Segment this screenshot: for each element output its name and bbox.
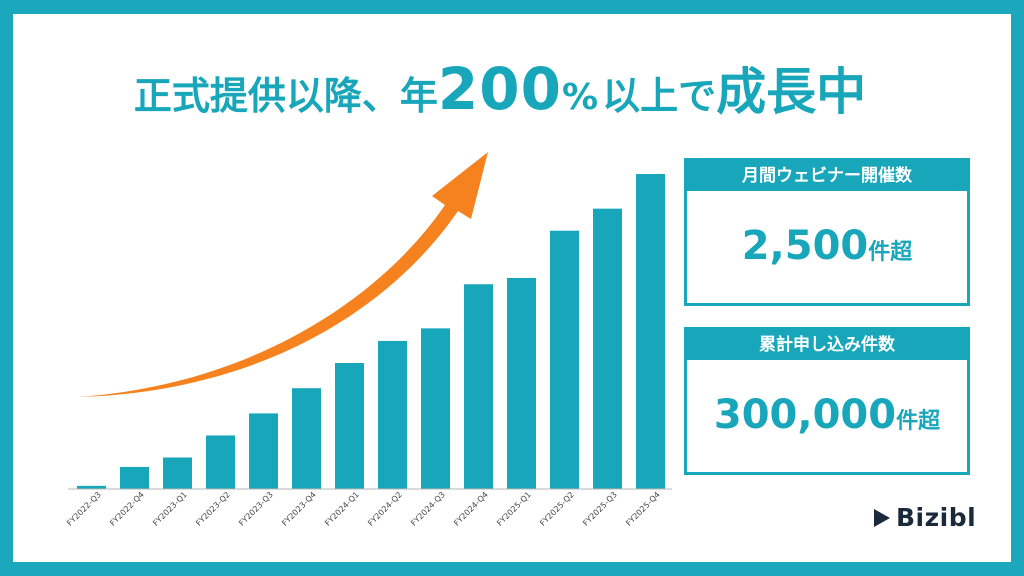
total-signups-unit: 件超 [896,409,941,434]
bar-fy2022-q3 [77,485,106,489]
monthly-webinar-caption: 月間ウェビナー開催数 [687,161,967,191]
bar-fy2023-q2 [206,435,235,489]
headline-part2: 以上で [602,74,717,118]
bar-fy2025-q3 [593,208,622,489]
total-signups-value: 300,000件超 [687,360,967,478]
headline-percent: % [562,77,599,118]
tick-label-fy2022-q3: FY2022-Q3 [65,490,103,528]
bars-group [77,174,665,489]
bar-fy2024-q4 [464,284,493,489]
monthly-webinar-value: 2,500件超 [687,191,967,309]
bar-fy2025-q4 [636,174,665,489]
bar-fy2025-q1 [507,277,536,489]
tick-label-fy2023-q4: FY2023-Q4 [280,490,318,528]
bar-fy2025-q2 [550,230,579,489]
headline-big-number: 200 [437,55,562,123]
tick-label-fy2024-q3: FY2024-Q3 [409,490,447,528]
bar-fy2023-q4 [292,388,321,489]
total-signups-card: 累計申し込み件数 300,000件超 [684,327,970,475]
tick-label-fy2022-q4: FY2022-Q4 [108,490,146,528]
tick-label-fy2024-q4: FY2024-Q4 [452,490,490,528]
headline: 正式提供以降、年200% 以上で成長中 [0,52,1000,124]
monthly-webinar-number: 2,500 [741,223,869,269]
brand-name: Bizibl [896,503,977,532]
tick-label-fy2024-q1: FY2024-Q1 [323,490,361,528]
tick-label-fy2024-q2: FY2024-Q2 [366,490,404,528]
bar-fy2022-q4 [120,466,149,489]
x-tick-labels: FY2022-Q3 FY2022-Q4 FY2023-Q1 FY2023-Q2 FY20… [65,490,662,528]
growth-arrow-icon [78,152,488,397]
bar-fy2024-q2 [378,340,407,489]
bar-fy2024-q3 [421,328,450,489]
total-signups-caption: 累計申し込み件数 [687,330,967,360]
headline-part1: 正式提供以降、年 [133,74,438,118]
bar-fy2023-q3 [249,413,278,489]
brand-logo: Bizibl [872,503,976,532]
total-signups-number: 300,000 [713,392,897,438]
bar-fy2024-q1 [335,363,364,489]
tick-label-fy2025-q3: FY2025-Q3 [581,490,619,528]
play-logo-icon [874,508,890,527]
tick-label-fy2023-q3: FY2023-Q3 [237,490,275,528]
headline-part3: 成長中 [716,63,867,121]
tick-label-fy2025-q1: FY2025-Q1 [495,490,533,528]
monthly-webinar-card: 月間ウェビナー開催数 2,500件超 [684,158,970,306]
tick-label-fy2025-q2: FY2025-Q2 [538,490,576,528]
monthly-webinar-unit: 件超 [868,240,913,265]
tick-label-fy2023-q2: FY2023-Q2 [194,490,232,528]
bar-fy2023-q1 [163,457,192,489]
tick-label-fy2025-q4: FY2025-Q4 [624,490,662,528]
tick-label-fy2023-q1: FY2023-Q1 [151,490,189,528]
